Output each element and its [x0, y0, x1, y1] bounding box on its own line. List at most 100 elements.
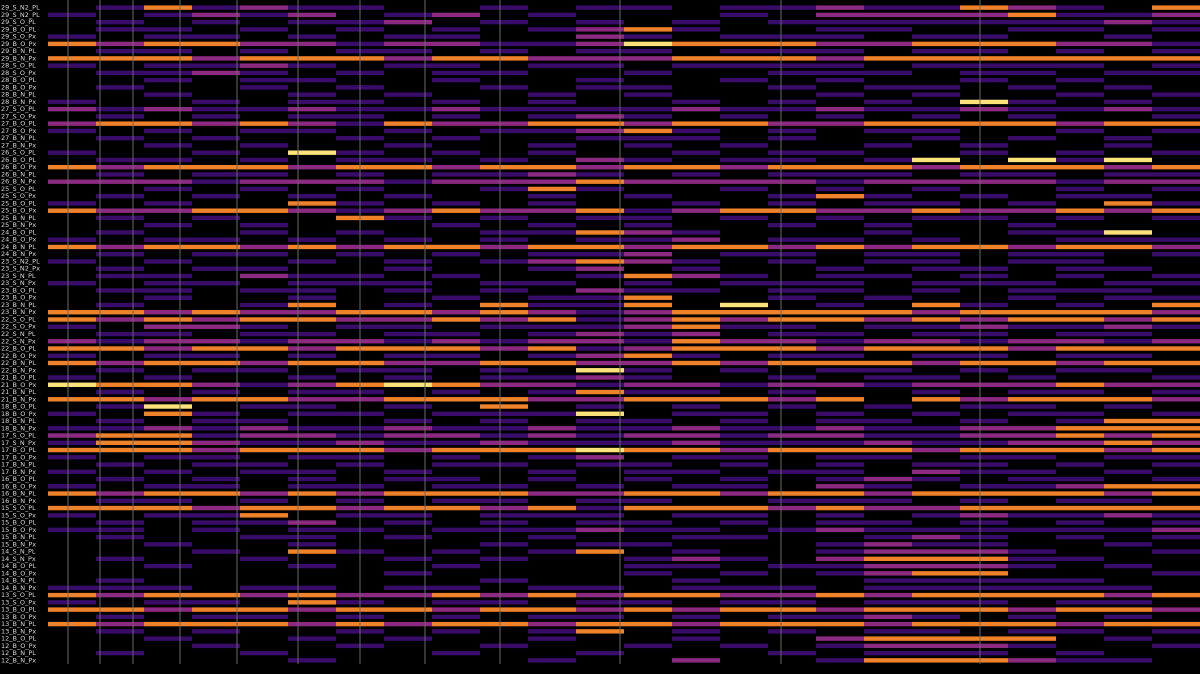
cell — [672, 650, 720, 656]
cell — [672, 302, 720, 308]
cell — [768, 63, 816, 68]
cell — [672, 498, 720, 504]
cell — [816, 215, 864, 221]
cell — [432, 5, 480, 10]
cell — [288, 85, 336, 90]
cell — [1104, 12, 1152, 18]
cell — [912, 244, 960, 250]
cell — [576, 339, 624, 344]
cell — [864, 614, 912, 620]
row-label: 23_B_N_PL — [1, 301, 36, 309]
cell — [912, 310, 960, 315]
cell — [1056, 295, 1104, 300]
cell — [816, 592, 864, 598]
cell — [624, 27, 672, 32]
cell — [1104, 63, 1152, 68]
row-label: 29_B_O_PL — [1, 25, 37, 33]
cell — [720, 77, 768, 83]
cell — [1104, 179, 1152, 184]
row-label: 16_B_O_Px — [1, 482, 37, 490]
cell — [912, 563, 960, 569]
cell — [384, 527, 432, 533]
cell — [96, 621, 144, 627]
cell — [1008, 77, 1056, 83]
cell — [960, 411, 1008, 416]
cell — [672, 244, 720, 250]
cell — [96, 629, 144, 634]
cell — [1056, 404, 1104, 409]
cell — [912, 237, 960, 242]
cell — [816, 63, 864, 68]
cell — [1152, 418, 1200, 424]
cell — [48, 346, 96, 351]
cell — [720, 230, 768, 235]
cell — [624, 259, 672, 264]
cell — [144, 317, 192, 322]
cell — [1008, 527, 1056, 533]
cell — [576, 244, 624, 250]
cell — [96, 164, 144, 170]
cell — [528, 505, 576, 511]
cell — [912, 476, 960, 482]
cell — [960, 585, 1008, 591]
cell — [432, 404, 480, 409]
cell — [1056, 563, 1104, 569]
cell — [816, 324, 864, 329]
cell — [384, 643, 432, 649]
cell — [480, 135, 528, 141]
row-label: 17_B_O_PL — [1, 446, 37, 454]
cell — [768, 658, 816, 663]
cell — [624, 193, 672, 199]
cell — [672, 128, 720, 134]
cell — [912, 208, 960, 213]
cell — [192, 513, 240, 518]
cell — [1104, 215, 1152, 221]
cell — [672, 368, 720, 373]
cell — [432, 571, 480, 576]
cell — [816, 12, 864, 18]
cell — [768, 114, 816, 119]
cell — [288, 404, 336, 409]
cell — [96, 128, 144, 134]
cell — [480, 339, 528, 344]
cell — [864, 266, 912, 271]
cell — [192, 106, 240, 112]
cell — [768, 266, 816, 271]
cell — [288, 172, 336, 177]
cell — [1008, 505, 1056, 511]
cell — [672, 658, 720, 663]
cell — [384, 505, 432, 511]
cell — [960, 360, 1008, 366]
cell — [528, 636, 576, 641]
cell — [384, 56, 432, 61]
cell — [624, 266, 672, 271]
cell — [1152, 56, 1200, 61]
cell — [288, 397, 336, 402]
cell — [912, 375, 960, 380]
cell — [720, 164, 768, 170]
cell — [768, 375, 816, 380]
cell — [960, 629, 1008, 634]
row-label: 28_B_N_PL — [1, 91, 36, 99]
cell — [816, 302, 864, 308]
cell — [624, 106, 672, 112]
cell — [480, 179, 528, 184]
cell — [384, 621, 432, 627]
cell — [1104, 41, 1152, 47]
cell — [1152, 186, 1200, 192]
cell — [624, 150, 672, 155]
cell — [288, 389, 336, 395]
cell — [624, 578, 672, 583]
cell — [816, 92, 864, 97]
cell — [96, 143, 144, 148]
cell — [576, 237, 624, 242]
cell — [768, 491, 816, 496]
cell — [144, 5, 192, 10]
cell — [144, 77, 192, 83]
cell — [576, 288, 624, 293]
cell — [432, 426, 480, 431]
cell — [864, 658, 912, 663]
cell — [240, 418, 288, 424]
cell — [816, 476, 864, 482]
cell — [768, 324, 816, 329]
